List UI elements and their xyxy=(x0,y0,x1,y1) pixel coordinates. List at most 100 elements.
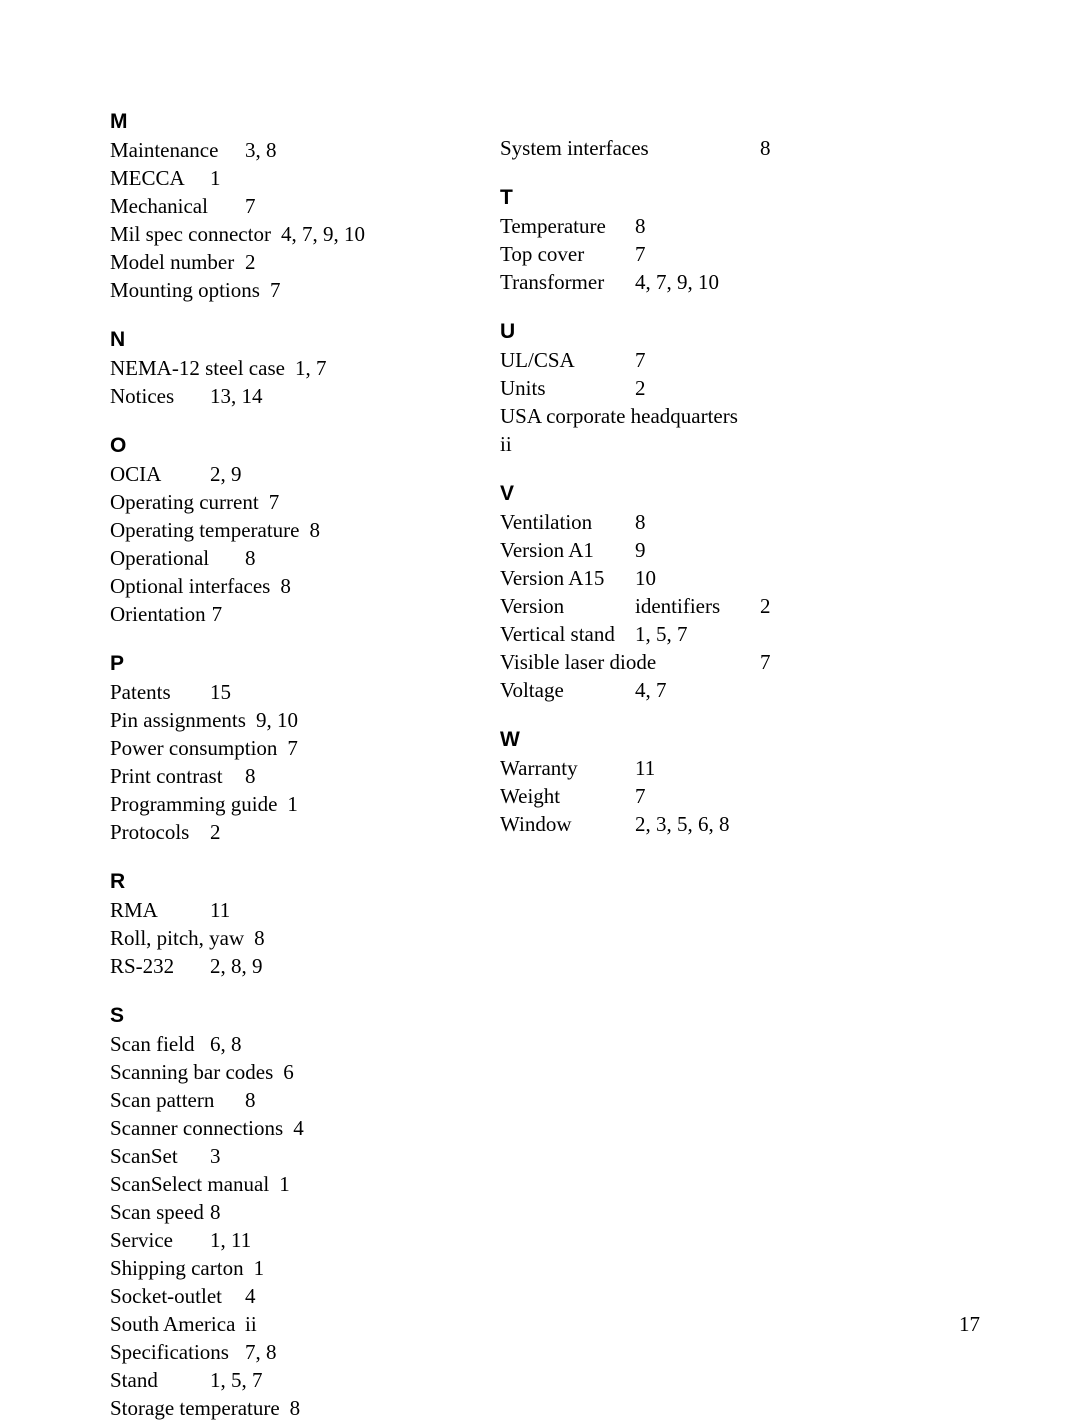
index-term: RMA xyxy=(110,896,158,924)
index-term: Orientation xyxy=(110,600,206,628)
index-entry: Shipping carton1 xyxy=(110,1254,500,1282)
index-term: Ventilation xyxy=(500,508,592,536)
index-pages: 15 xyxy=(171,678,231,706)
index-term: Mechanical xyxy=(110,192,208,220)
index-term: Version A1 xyxy=(500,536,594,564)
index-entry: Power consumption7 xyxy=(110,734,500,762)
index-term: Weight xyxy=(500,782,560,810)
index-entry: Model number2 xyxy=(110,248,500,276)
index-pages: 1 xyxy=(277,790,298,818)
index-letter: S xyxy=(110,1004,500,1028)
index-term: Scan pattern xyxy=(110,1086,214,1114)
index-entry: Pin assignments9, 10 xyxy=(110,706,500,734)
index-entry: ii xyxy=(500,430,890,458)
index-pages: 8 xyxy=(214,1086,255,1114)
index-entry: NEMA-12 steel case1, 7 xyxy=(110,354,500,382)
index-entry: Orientation7 xyxy=(110,600,500,628)
index-term: South America xyxy=(110,1310,235,1338)
index-entry: Scanning bar codes6 xyxy=(110,1058,500,1086)
index-term: Scan field xyxy=(110,1030,195,1058)
index-pages: 1 xyxy=(269,1170,290,1198)
index-entry: Socket-outlet4 xyxy=(110,1282,500,1310)
index-pages: 8 xyxy=(244,924,265,952)
index-entry: ScanSelect manual1 xyxy=(110,1170,500,1198)
index-entry: Versionidentifiers2 xyxy=(500,592,890,620)
index-term: Version A15 xyxy=(500,564,604,592)
index-pages: 8 xyxy=(209,544,255,572)
index-pages: 4 xyxy=(222,1282,256,1310)
index-term: Pin assignments xyxy=(110,706,246,734)
index-pages: 2 xyxy=(546,374,646,402)
index-entry: UL/CSA7 xyxy=(500,346,890,374)
index-pages: 1 xyxy=(185,164,221,192)
index-term: Scan speed xyxy=(110,1198,204,1226)
index-term: Visible laser diode xyxy=(500,648,656,676)
index-pages: 8 xyxy=(270,572,291,600)
index-page: MMaintenance3, 8MECCA1Mechanical7Mil spe… xyxy=(0,0,1080,1397)
index-pages: 7, 8 xyxy=(229,1338,277,1366)
index-pages: 4, 7, 9, 10 xyxy=(604,268,719,296)
index-pages: 1, 11 xyxy=(173,1226,251,1254)
index-entry: RMA11 xyxy=(110,896,500,924)
index-entry: South Americaii xyxy=(110,1310,500,1338)
index-pages: ii xyxy=(235,1310,256,1338)
index-entry: Notices13, 14 xyxy=(110,382,500,410)
index-entry: Mounting options7 xyxy=(110,276,500,304)
index-pages: 2 xyxy=(234,248,255,276)
index-entry: Top cover7 xyxy=(500,240,890,268)
index-entry: USA corporate headquarters xyxy=(500,402,890,430)
index-term: Top cover xyxy=(500,240,584,268)
index-pages: 4, 7, 9, 10 xyxy=(271,220,365,248)
index-letter: T xyxy=(500,186,890,210)
index-term: Print contrast xyxy=(110,762,223,790)
index-term: Notices xyxy=(110,382,174,410)
index-pages: 11 xyxy=(158,896,230,924)
index-entry: Scan field6, 8 xyxy=(110,1030,500,1058)
index-entry: Ventilation8 xyxy=(500,508,890,536)
index-pages: 1, 7 xyxy=(285,354,327,382)
index-pages: 7 xyxy=(208,192,256,220)
index-letter: R xyxy=(110,870,500,894)
index-term: Mounting options xyxy=(110,276,260,304)
index-entry: Optional interfaces8 xyxy=(110,572,500,600)
index-entry: Mechanical7 xyxy=(110,192,500,220)
index-columns: MMaintenance3, 8MECCA1Mechanical7Mil spe… xyxy=(110,110,980,1422)
index-term: Specifications xyxy=(110,1338,229,1366)
index-term: Operational xyxy=(110,544,209,572)
index-pages: 7 xyxy=(260,276,281,304)
index-mid: identifiers xyxy=(564,592,720,620)
index-pages: 4, 7 xyxy=(564,676,667,704)
index-term: USA corporate headquarters xyxy=(500,402,738,430)
index-pages: 4 xyxy=(283,1114,304,1142)
index-pages: 7 xyxy=(584,240,645,268)
index-entry: Roll, pitch, yaw8 xyxy=(110,924,500,952)
index-pages: 3 xyxy=(178,1142,221,1170)
index-entry: Vertical stand1, 5, 7 xyxy=(500,620,890,648)
index-pages: 2, 3, 5, 6, 8 xyxy=(571,810,729,838)
index-term: Window xyxy=(500,810,571,838)
index-entry: System interfaces8 xyxy=(500,134,890,162)
index-pages: 2 xyxy=(720,592,770,620)
index-entry: Scanner connections4 xyxy=(110,1114,500,1142)
index-pages: 7 xyxy=(656,648,770,676)
index-pages: 11 xyxy=(578,754,656,782)
index-pages: 1, 5, 7 xyxy=(158,1366,263,1394)
index-term: NEMA-12 steel case xyxy=(110,354,285,382)
index-term: MECCA xyxy=(110,164,185,192)
index-term: Power consumption xyxy=(110,734,277,762)
index-entry: Operational8 xyxy=(110,544,500,572)
index-entry: Weight7 xyxy=(500,782,890,810)
index-entry: Version A19 xyxy=(500,536,890,564)
index-entry: Storage temperature8 xyxy=(110,1394,500,1422)
index-pages: 7 xyxy=(277,734,298,762)
index-pages: 8 xyxy=(223,762,256,790)
index-pages: 8 xyxy=(300,516,321,544)
index-term: Temperature xyxy=(500,212,606,240)
index-term: Patents xyxy=(110,678,171,706)
index-entry: Warranty11 xyxy=(500,754,890,782)
index-pages: 1 xyxy=(244,1254,265,1282)
index-term: Service xyxy=(110,1226,173,1254)
index-term: ScanSet xyxy=(110,1142,178,1170)
index-term: Maintenance xyxy=(110,136,218,164)
index-pages: 10 xyxy=(604,564,656,592)
